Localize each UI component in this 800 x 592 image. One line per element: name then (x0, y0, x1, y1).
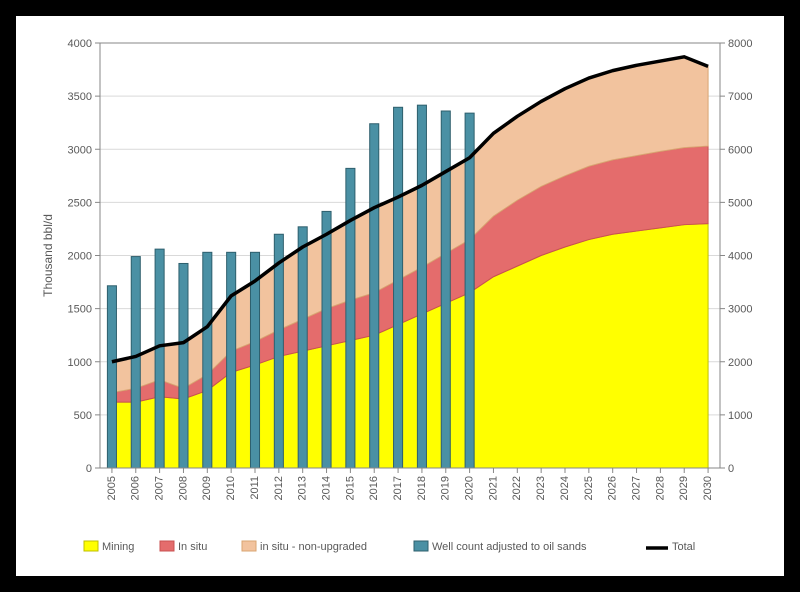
x-tick-label: 2023 (535, 476, 547, 500)
y-left-tick-label: 1000 (68, 357, 92, 369)
y-right-tick-label: 2000 (728, 357, 752, 369)
x-tick-label: 2017 (392, 476, 404, 500)
legend-label: Well count adjusted to oil sands (432, 541, 587, 553)
legend-label: Total (672, 541, 695, 553)
x-tick-label: 2026 (607, 476, 619, 500)
y-right-tick-label: 3000 (728, 304, 752, 316)
y-left-tick-label: 1500 (68, 304, 92, 316)
x-tick-label: 2010 (225, 476, 237, 500)
x-tick-label: 2007 (154, 476, 166, 500)
x-tick-label: 2025 (583, 476, 595, 500)
y-left-tick-label: 2000 (68, 251, 92, 263)
y-right-tick-label: 4000 (728, 251, 752, 263)
x-tick-label: 2020 (464, 476, 476, 500)
y-left-tick-label: 0 (86, 463, 92, 475)
legend-label: Mining (102, 541, 134, 553)
bar-well-count (298, 227, 307, 468)
y-right-tick-label: 7000 (728, 91, 752, 103)
chart-svg: 0 500 1000 1500 2000 2500 3000 3500 4000 0 1000 200… (30, 28, 770, 564)
x-tick-label: 2024 (559, 476, 571, 500)
legend-label: In situ (178, 541, 207, 553)
y-left-title: Thousand bbl/d (41, 214, 55, 297)
legend-swatch (242, 541, 256, 551)
bar-well-count (203, 252, 212, 468)
y-left-tick-label: 4000 (68, 38, 92, 50)
y-right-tick-label: 1000 (728, 410, 752, 422)
x-tick-label: 2019 (440, 476, 452, 500)
bar-well-count (107, 286, 116, 468)
bar-well-count (417, 105, 426, 468)
x-tick-label: 2027 (630, 476, 642, 500)
x-tick-label: 2006 (130, 476, 142, 500)
y-right-tick-label: 8000 (728, 38, 752, 50)
bar-well-count (394, 107, 403, 468)
x-tick-label: 2028 (654, 476, 666, 500)
y-left-tick-label: 3000 (68, 144, 92, 156)
x-tick-label: 2012 (273, 476, 285, 500)
bar-well-count (322, 211, 331, 468)
x-tick-label: 2018 (416, 476, 428, 500)
bar-well-count (179, 263, 188, 468)
x-tick-label: 2021 (487, 476, 499, 500)
y-left-tick-label: 3500 (68, 91, 92, 103)
y-right-tick-label: 5000 (728, 197, 752, 209)
bar-well-count (441, 111, 450, 468)
x-tick-label: 2011 (249, 476, 261, 500)
x-tick-label: 2014 (320, 476, 332, 500)
x-tick-label: 2005 (106, 476, 118, 500)
x-tick-label: 2029 (678, 476, 690, 500)
x-tick-label: 2016 (368, 476, 380, 500)
y-right-tick-label: 0 (728, 463, 734, 475)
bar-well-count (346, 168, 355, 468)
bar-well-count (274, 234, 283, 468)
legend-label: in situ - non-upgraded (260, 541, 367, 553)
x-tick-label: 2013 (297, 476, 309, 500)
bar-well-count (131, 257, 140, 468)
bar-well-count (465, 113, 474, 468)
x-tick-label: 2008 (177, 476, 189, 500)
x-tick-label: 2009 (201, 476, 213, 500)
outer-frame: 0 500 1000 1500 2000 2500 3000 3500 4000 0 1000 200… (0, 0, 800, 592)
x-tick-label: 2030 (702, 476, 714, 500)
chart-panel: 0 500 1000 1500 2000 2500 3000 3500 4000 0 1000 200… (14, 14, 786, 578)
bar-well-count (227, 252, 236, 468)
x-tick-label: 2022 (511, 476, 523, 500)
legend-swatch (160, 541, 174, 551)
bar-well-count (155, 249, 164, 468)
chart-container: 0 500 1000 1500 2000 2500 3000 3500 4000 0 1000 200… (30, 28, 770, 564)
legend-swatch (414, 541, 428, 551)
bar-well-count (370, 124, 379, 468)
y-left-tick-label: 2500 (68, 197, 92, 209)
y-right-tick-label: 6000 (728, 144, 752, 156)
y-left-tick-label: 500 (74, 410, 92, 422)
legend-swatch (84, 541, 98, 551)
x-tick-label: 2015 (344, 476, 356, 500)
